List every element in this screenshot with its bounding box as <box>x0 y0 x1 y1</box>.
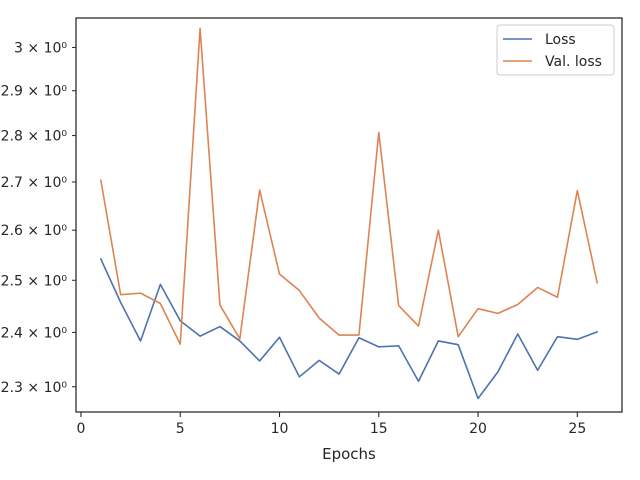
y-tick-label: 2.9 × 10⁰ <box>1 84 68 100</box>
y-tick-label: 2.5 × 10⁰ <box>1 273 68 289</box>
legend: Loss Val. loss <box>496 24 615 76</box>
y-tick-label: 2.3 × 10⁰ <box>1 380 68 396</box>
series-line-val-loss <box>100 27 598 345</box>
plot-area <box>76 18 622 412</box>
y-tick-label: 3 × 10⁰ <box>14 40 67 56</box>
series-line-loss <box>100 258 598 400</box>
y-tick-label: 2.8 × 10⁰ <box>1 129 68 145</box>
y-tick-label: 2.6 × 10⁰ <box>1 223 68 239</box>
x-tick-label: 0 <box>77 421 86 437</box>
ticks-layer: 0 5 10 15 20 25 2.3 × 10⁰ 2.4 × 10⁰ 2.5 × 10⁰ 2.6… <box>1 40 587 437</box>
x-tick-label: 5 <box>176 421 185 437</box>
plot-frame <box>75 17 623 413</box>
plot-background <box>76 18 622 412</box>
y-tick-label: 2.4 × 10⁰ <box>1 325 68 341</box>
y-tick-label: 2.7 × 10⁰ <box>1 175 68 191</box>
x-tick-label: 15 <box>370 421 388 437</box>
x-tick-label: 10 <box>271 421 289 437</box>
x-tick-label: 25 <box>568 421 586 437</box>
legend-label-loss: Loss <box>545 32 576 48</box>
legend-box <box>496 24 615 76</box>
x-tick-label: 20 <box>469 421 487 437</box>
x-axis-label: Epochs <box>322 445 376 463</box>
legend-label-val-loss: Val. loss <box>545 54 602 70</box>
series-layer <box>100 27 598 400</box>
